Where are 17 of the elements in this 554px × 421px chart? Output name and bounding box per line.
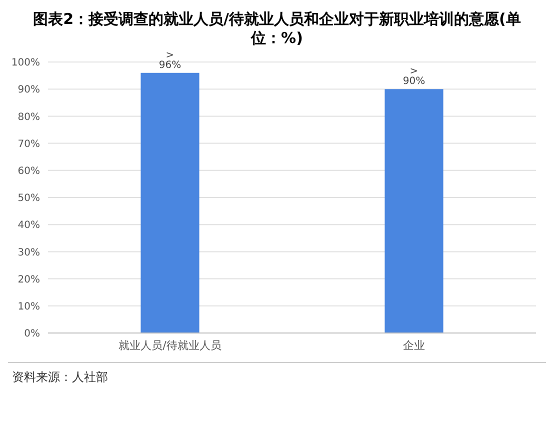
y-tick-label: 70% [18,138,40,150]
y-tick-label: 20% [18,274,40,286]
x-tick-label: 就业人员/待就业人员 [118,338,222,352]
y-tick-label: 90% [18,84,40,96]
y-tick-label: 30% [18,247,40,258]
y-tick-label: 60% [18,166,40,177]
y-tick-label: 100% [11,58,40,69]
data-label: > 96% [158,50,182,71]
y-tick-label: 0% [24,328,40,340]
y-tick-label: 10% [18,301,40,312]
y-tick-label: 40% [18,220,40,232]
data-label: > 90% [402,66,426,88]
x-tick-label: 企业 [403,338,425,352]
y-tick-label: 50% [18,193,40,204]
text: 资料来源：人社部 [8,362,546,386]
chart-title: 图表2：接受调查的就业人员/待就业人员和企业对于新职业培训的意愿(单位：%) [33,10,521,47]
y-tick-label: 80% [18,112,40,123]
